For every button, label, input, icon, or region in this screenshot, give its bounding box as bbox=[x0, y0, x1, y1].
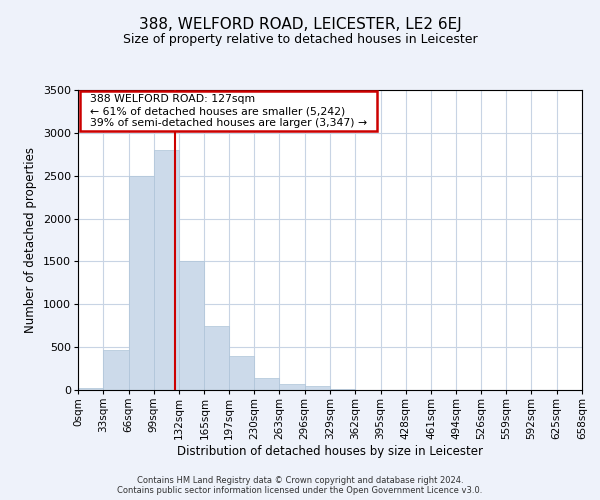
Bar bbox=[179, 262, 205, 390]
Bar bbox=[128, 176, 154, 390]
Bar bbox=[154, 150, 179, 390]
Bar bbox=[254, 378, 280, 390]
Text: Contains HM Land Registry data © Crown copyright and database right 2024.
Contai: Contains HM Land Registry data © Crown c… bbox=[118, 476, 482, 495]
X-axis label: Distribution of detached houses by size in Leicester: Distribution of detached houses by size … bbox=[177, 444, 483, 458]
Bar bbox=[229, 356, 254, 390]
Bar bbox=[205, 326, 229, 390]
Y-axis label: Number of detached properties: Number of detached properties bbox=[25, 147, 37, 333]
Text: 388, WELFORD ROAD, LEICESTER, LE2 6EJ: 388, WELFORD ROAD, LEICESTER, LE2 6EJ bbox=[139, 18, 461, 32]
Text: 388 WELFORD ROAD: 127sqm
  ← 61% of detached houses are smaller (5,242)
  39% of: 388 WELFORD ROAD: 127sqm ← 61% of detach… bbox=[83, 94, 374, 128]
Bar bbox=[103, 350, 128, 390]
Bar bbox=[330, 388, 355, 390]
Bar bbox=[305, 386, 330, 390]
Bar bbox=[280, 384, 305, 390]
Text: Size of property relative to detached houses in Leicester: Size of property relative to detached ho… bbox=[122, 32, 478, 46]
Bar bbox=[78, 388, 103, 390]
